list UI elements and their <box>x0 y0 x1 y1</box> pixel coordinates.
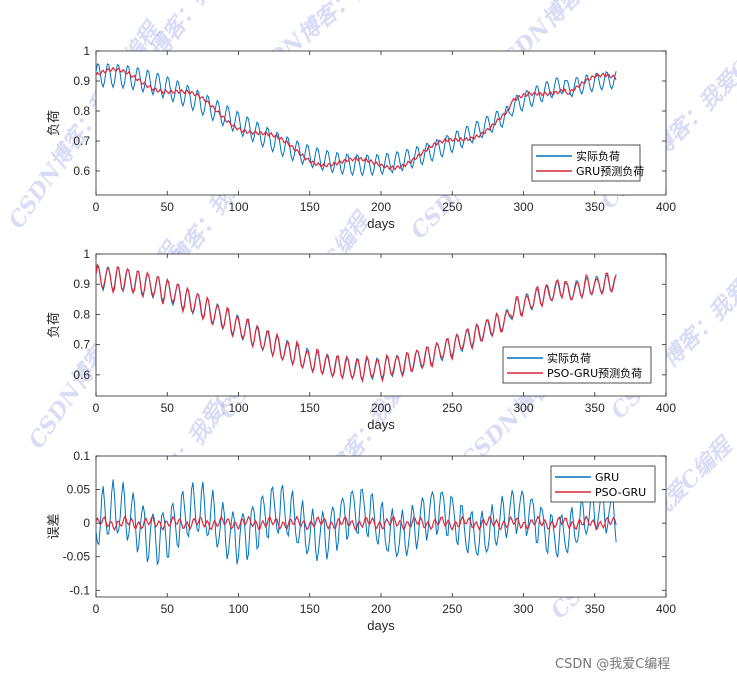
x-tick-label: 200 <box>371 200 391 214</box>
plots-layer: 0 50 100 150 200 250 300 350 4000.60.70.80.91day… <box>47 44 676 633</box>
x-axis-label: days <box>367 417 395 432</box>
y-tick-label: 1 <box>83 44 90 58</box>
x-tick-label: 300 <box>513 200 533 214</box>
x-tick-label: 200 <box>371 401 391 415</box>
series-group <box>96 263 617 384</box>
x-tick-label: 250 <box>442 401 462 415</box>
y-tick-label: 0.6 <box>73 368 90 382</box>
legend-entry: GRU <box>595 471 619 484</box>
subplot-1: 0 50 100 150 200 250 300 350 400 0.6 0.7 0.8 0.9 1 day… <box>47 44 676 231</box>
x-tick-label: 400 <box>656 401 676 415</box>
y-tick-label: 0.7 <box>73 134 90 148</box>
series-line-2 <box>96 263 617 384</box>
legend-box <box>550 465 656 503</box>
legend-entry: 实际负荷 <box>576 149 620 163</box>
x-tick-label: 50 <box>161 602 175 616</box>
x-tick-label: 250 <box>442 200 462 214</box>
x-axis-label: days <box>367 618 395 633</box>
subplot-2: 0 50 100 150 200 250 300 350 400 0.6 0.7 0.8 0.9 1 day… <box>47 247 676 432</box>
credit-text: CSDN @我爱C编程 <box>555 657 670 672</box>
y-tick-label: 0.8 <box>73 307 90 321</box>
x-tick-label: 100 <box>228 200 248 214</box>
y-tick-label: 0.9 <box>73 74 90 88</box>
x-tick-label: 50 <box>161 200 175 214</box>
y-tick-label: 0.8 <box>73 104 90 118</box>
x-tick-label: 400 <box>656 200 676 214</box>
legend-box <box>531 144 641 182</box>
x-tick-label: 150 <box>300 401 320 415</box>
x-tick-label: 350 <box>585 602 605 616</box>
x-tick-label: 350 <box>585 200 605 214</box>
x-tick-label: 0 <box>93 602 100 616</box>
series-group <box>96 479 617 567</box>
x-tick-label: 150 <box>300 602 320 616</box>
legend-entry: GRU预测负荷 <box>576 164 644 178</box>
subplot-3: 0 50 100 150 200 250 300 350 400 -0.1 -0.05 0 0.05 0.… <box>47 449 676 633</box>
x-axis-label: days <box>367 216 395 231</box>
y-axis-label: 负荷 <box>47 312 62 338</box>
x-tick-label: 200 <box>371 602 391 616</box>
x-tick-label: 0 <box>93 200 100 214</box>
y-tick-label: 0.6 <box>73 164 90 178</box>
series-line-2 <box>96 515 617 532</box>
series-line-1 <box>96 479 617 567</box>
legend-entry: PSO-GRU <box>595 486 646 499</box>
y-tick-label: -0.1 <box>69 583 90 597</box>
x-tick-label: 400 <box>656 602 676 616</box>
y-tick-label: -0.05 <box>63 550 91 564</box>
x-tick-label: 150 <box>300 200 320 214</box>
y-tick-label: 1 <box>83 247 90 261</box>
series-line-2 <box>96 66 617 171</box>
x-tick-label: 100 <box>228 401 248 415</box>
y-tick-label: 0.05 <box>67 483 91 497</box>
series-group <box>96 63 617 177</box>
legend-entry: PSO-GRU预测负荷 <box>547 366 642 380</box>
x-tick-label: 350 <box>585 401 605 415</box>
y-tick-label: 0 <box>83 516 90 530</box>
x-tick-label: 50 <box>161 401 175 415</box>
y-tick-label: 0.7 <box>73 338 90 352</box>
legend: GRU PSO-GRU <box>550 465 656 503</box>
y-tick-label: 0.9 <box>73 277 90 291</box>
y-axis-label: 负荷 <box>47 110 62 136</box>
x-tick-label: 100 <box>228 602 248 616</box>
x-tick-label: 300 <box>513 401 533 415</box>
x-tick-label: 0 <box>93 401 100 415</box>
x-tick-label: 250 <box>442 602 462 616</box>
y-tick-label: 0.1 <box>73 449 90 463</box>
x-tick-label: 300 <box>513 602 533 616</box>
y-axis-label: 误差 <box>47 513 62 539</box>
legend-box <box>502 346 652 384</box>
legend-entry: 实际负荷 <box>547 351 591 365</box>
